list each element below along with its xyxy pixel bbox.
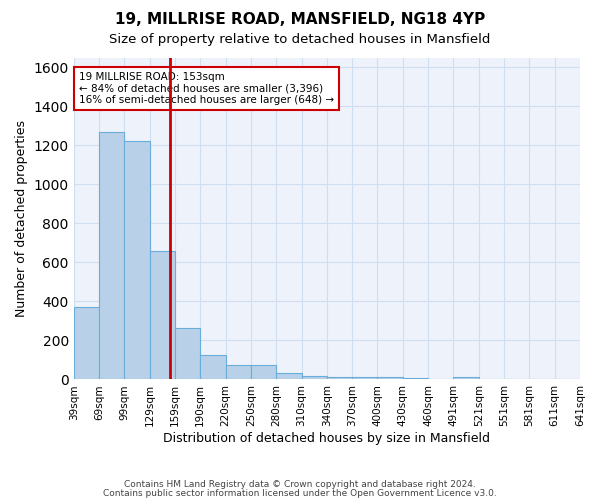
Text: 19, MILLRISE ROAD, MANSFIELD, NG18 4YP: 19, MILLRISE ROAD, MANSFIELD, NG18 4YP [115, 12, 485, 28]
Bar [226, 365, 251, 380]
Bar [327, 376, 352, 380]
Bar [377, 376, 403, 380]
Bar [124, 142, 149, 380]
Text: Size of property relative to detached houses in Mansfield: Size of property relative to detached ho… [109, 32, 491, 46]
Bar [149, 250, 175, 380]
Text: Contains public sector information licensed under the Open Government Licence v3: Contains public sector information licen… [103, 489, 497, 498]
Bar [74, 308, 99, 380]
Text: 19 MILLRISE ROAD: 153sqm
← 84% of detached houses are smaller (3,396)
16% of sem: 19 MILLRISE ROAD: 153sqm ← 84% of detach… [79, 72, 334, 105]
Y-axis label: Number of detached properties: Number of detached properties [15, 120, 28, 317]
Bar [200, 355, 226, 380]
Text: Contains HM Land Registry data © Crown copyright and database right 2024.: Contains HM Land Registry data © Crown c… [124, 480, 476, 489]
Bar [352, 376, 377, 380]
Bar [302, 376, 327, 380]
Bar [99, 132, 124, 380]
Bar [403, 378, 428, 380]
Bar [251, 365, 276, 380]
Bar [175, 328, 200, 380]
X-axis label: Distribution of detached houses by size in Mansfield: Distribution of detached houses by size … [163, 432, 490, 445]
Bar [454, 376, 479, 380]
Bar [276, 372, 302, 380]
